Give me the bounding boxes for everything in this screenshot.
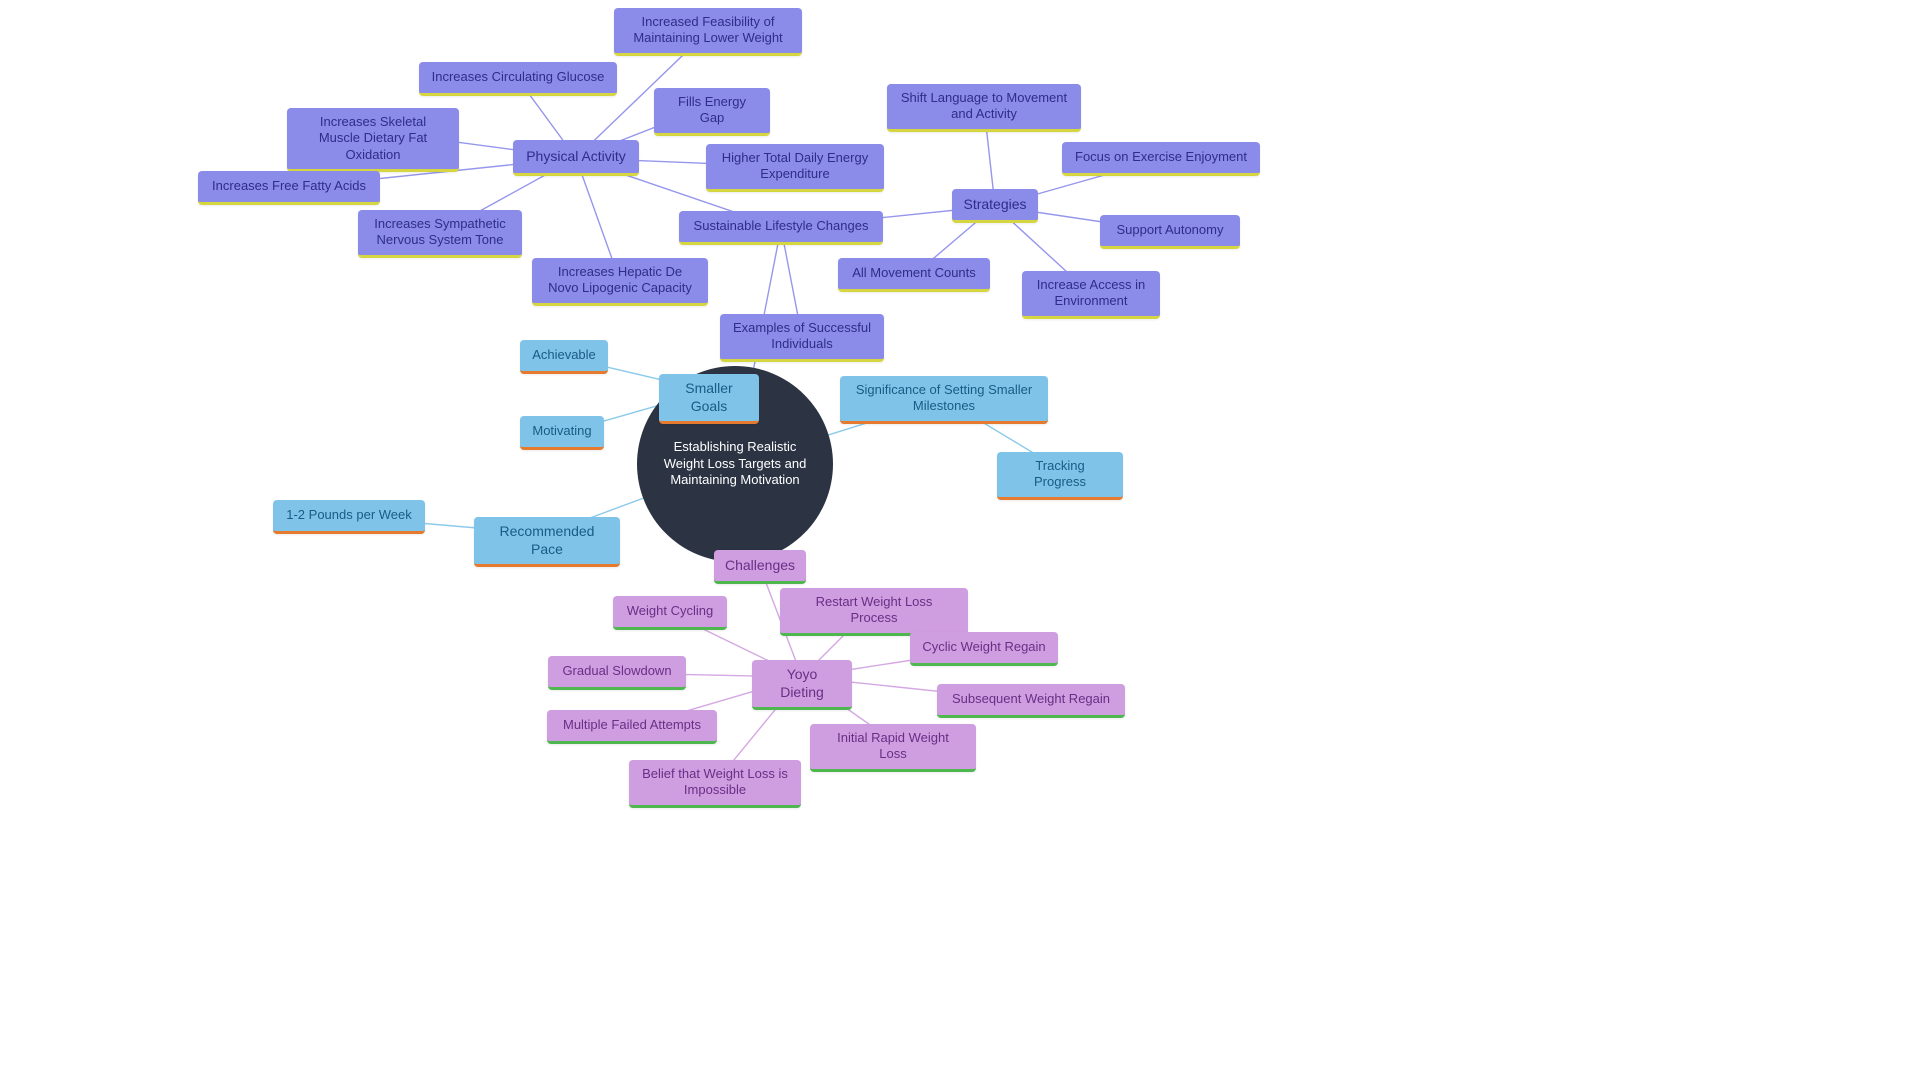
node-n_allmove: All Movement Counts (838, 258, 990, 292)
node-label: Sustainable Lifestyle Changes (694, 218, 869, 234)
node-n_auton: Support Autonomy (1100, 215, 1240, 249)
node-label: Examples of Successful Individuals (732, 320, 872, 353)
node-n_sns: Increases Sympathetic Nervous System Ton… (358, 210, 522, 258)
node-n_pace: Recommended Pace (474, 517, 620, 567)
node-n_rapid: Initial Rapid Weight Loss (810, 724, 976, 772)
node-n_belief: Belief that Weight Loss is Impossible (629, 760, 801, 808)
node-n_chal: Challenges (714, 550, 806, 584)
node-label: Increases Sympathetic Nervous System Ton… (370, 216, 510, 249)
node-label: Gradual Slowdown (562, 663, 671, 679)
node-label: Focus on Exercise Enjoyment (1075, 149, 1247, 165)
node-label: Subsequent Weight Regain (952, 691, 1110, 707)
node-label: Higher Total Daily Energy Expenditure (718, 150, 872, 183)
node-label: All Movement Counts (852, 265, 976, 281)
node-n_feas: Increased Feasibility of Maintaining Low… (614, 8, 802, 56)
node-n_fatox: Increases Skeletal Muscle Dietary Fat Ox… (287, 108, 459, 172)
node-label: Fills Energy Gap (666, 94, 758, 127)
node-n_slc: Sustainable Lifestyle Changes (679, 211, 883, 245)
node-label: Significance of Setting Smaller Mileston… (852, 382, 1036, 415)
node-label: Increased Feasibility of Maintaining Low… (626, 14, 790, 47)
node-label: Increase Access in Environment (1034, 277, 1148, 310)
node-label: Belief that Weight Loss is Impossible (641, 766, 789, 799)
center-node-label: Establishing Realistic Weight Loss Targe… (661, 439, 809, 490)
node-n_yoyo: Yoyo Dieting (752, 660, 852, 710)
node-n_fillgap: Fills Energy Gap (654, 88, 770, 136)
node-label: Multiple Failed Attempts (563, 717, 701, 733)
node-n_wcycle: Weight Cycling (613, 596, 727, 630)
node-n_glucose: Increases Circulating Glucose (419, 62, 617, 96)
node-label: Increases Skeletal Muscle Dietary Fat Ox… (299, 114, 447, 163)
node-label: Smaller Goals (671, 380, 747, 415)
node-n_shift: Shift Language to Movement and Activity (887, 84, 1081, 132)
node-n_strat: Strategies (952, 189, 1038, 223)
node-label: Increases Hepatic De Novo Lipogenic Capa… (544, 264, 696, 297)
node-n_examples: Examples of Successful Individuals (720, 314, 884, 362)
node-label: Physical Activity (526, 148, 626, 166)
node-label: Increases Circulating Glucose (432, 69, 605, 85)
node-n_mot: Motivating (520, 416, 604, 450)
node-label: Recommended Pace (486, 523, 608, 558)
node-n_sig: Significance of Setting Smaller Mileston… (840, 376, 1048, 424)
node-label: Cyclic Weight Regain (922, 639, 1045, 655)
mindmap-canvas: Establishing Realistic Weight Loss Targe… (0, 0, 1920, 1080)
node-n_track: Tracking Progress (997, 452, 1123, 500)
node-label: Strategies (963, 196, 1026, 214)
node-n_restart: Restart Weight Loss Process (780, 588, 968, 636)
node-n_subs: Subsequent Weight Regain (937, 684, 1125, 718)
node-n_tdee: Higher Total Daily Energy Expenditure (706, 144, 884, 192)
node-label: Restart Weight Loss Process (792, 594, 956, 627)
node-label: Weight Cycling (627, 603, 713, 619)
node-n_enjoy: Focus on Exercise Enjoyment (1062, 142, 1260, 176)
node-label: Support Autonomy (1117, 222, 1224, 238)
node-n_access: Increase Access in Environment (1022, 271, 1160, 319)
node-n_lipo: Increases Hepatic De Novo Lipogenic Capa… (532, 258, 708, 306)
node-label: Initial Rapid Weight Loss (822, 730, 964, 763)
node-n_ffa: Increases Free Fatty Acids (198, 171, 380, 205)
node-n_ach: Achievable (520, 340, 608, 374)
node-label: Increases Free Fatty Acids (212, 178, 366, 194)
node-label: Tracking Progress (1009, 458, 1111, 491)
node-label: Achievable (532, 347, 596, 363)
node-n_12lb: 1-2 Pounds per Week (273, 500, 425, 534)
node-n_slow: Gradual Slowdown (548, 656, 686, 690)
node-label: Yoyo Dieting (764, 666, 840, 701)
node-n_pa: Physical Activity (513, 140, 639, 176)
node-n_fail: Multiple Failed Attempts (547, 710, 717, 744)
node-n_cyclic: Cyclic Weight Regain (910, 632, 1058, 666)
node-label: Challenges (725, 557, 795, 575)
node-n_smgoals: Smaller Goals (659, 374, 759, 424)
node-label: 1-2 Pounds per Week (286, 507, 412, 523)
node-label: Shift Language to Movement and Activity (899, 90, 1069, 123)
node-label: Motivating (532, 423, 591, 439)
